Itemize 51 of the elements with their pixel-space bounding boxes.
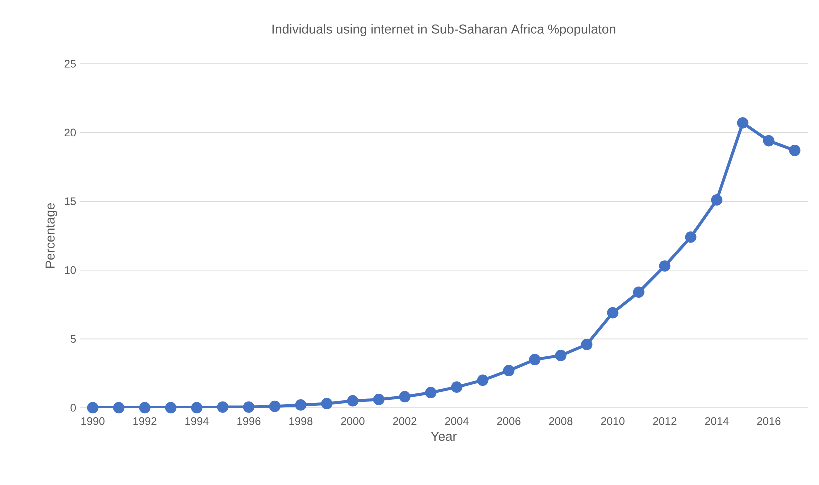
- point: [139, 402, 151, 414]
- point: [347, 395, 359, 407]
- point: [555, 350, 567, 362]
- point: [581, 339, 593, 350]
- x-tick-label: 1998: [290, 418, 313, 426]
- point: [217, 402, 229, 413]
- point: [321, 398, 333, 410]
- point: [607, 307, 619, 319]
- point: [503, 365, 515, 377]
- y-tick-label: 0: [70, 404, 76, 412]
- point: [295, 400, 307, 411]
- point: [165, 402, 177, 414]
- x-tick-label: 1994: [186, 418, 209, 426]
- x-tick-label: 1992: [134, 418, 157, 426]
- x-tick-label: 2016: [757, 418, 781, 426]
- point: [711, 194, 723, 206]
- point: [633, 286, 645, 298]
- point: [425, 387, 437, 399]
- x-tick-label: 1990: [82, 418, 105, 426]
- y-tick-label: 20: [64, 128, 76, 137]
- x-tick-label: 2010: [601, 418, 625, 426]
- x-tick-label: 2014: [705, 418, 729, 426]
- point: [789, 144, 801, 156]
- x-tick-label: 2004: [445, 418, 469, 426]
- x-tick-label: 2002: [393, 418, 417, 426]
- x-tick-label: 1996: [238, 418, 261, 426]
- point: [373, 394, 385, 406]
- point: [113, 402, 125, 414]
- chart-title: Individuals using internet in Sub-Saharan Africa %populaton: [272, 24, 616, 36]
- x-tick-label: 2000: [341, 418, 365, 426]
- point: [87, 402, 99, 414]
- point: [737, 117, 749, 129]
- x-tick-label: 2008: [549, 418, 573, 426]
- y-tick-label: 5: [70, 335, 76, 344]
- point: [269, 400, 281, 412]
- point: [243, 402, 255, 413]
- y-tick-label: 10: [65, 266, 76, 274]
- point: [659, 260, 671, 272]
- point: [685, 232, 697, 244]
- point: [191, 402, 203, 414]
- x-axis-title: Year: [431, 432, 457, 442]
- x-tick-label: 2006: [497, 418, 521, 426]
- y-axis-title: Percentage: [46, 203, 58, 268]
- point: [529, 354, 541, 366]
- x-tick-label: 2012: [653, 418, 677, 426]
- point: [451, 382, 463, 394]
- point: [477, 374, 489, 386]
- point: [763, 135, 775, 147]
- y-tick-label: 15: [65, 198, 76, 206]
- point: [399, 391, 411, 403]
- y-tick-label: 25: [64, 60, 76, 68]
